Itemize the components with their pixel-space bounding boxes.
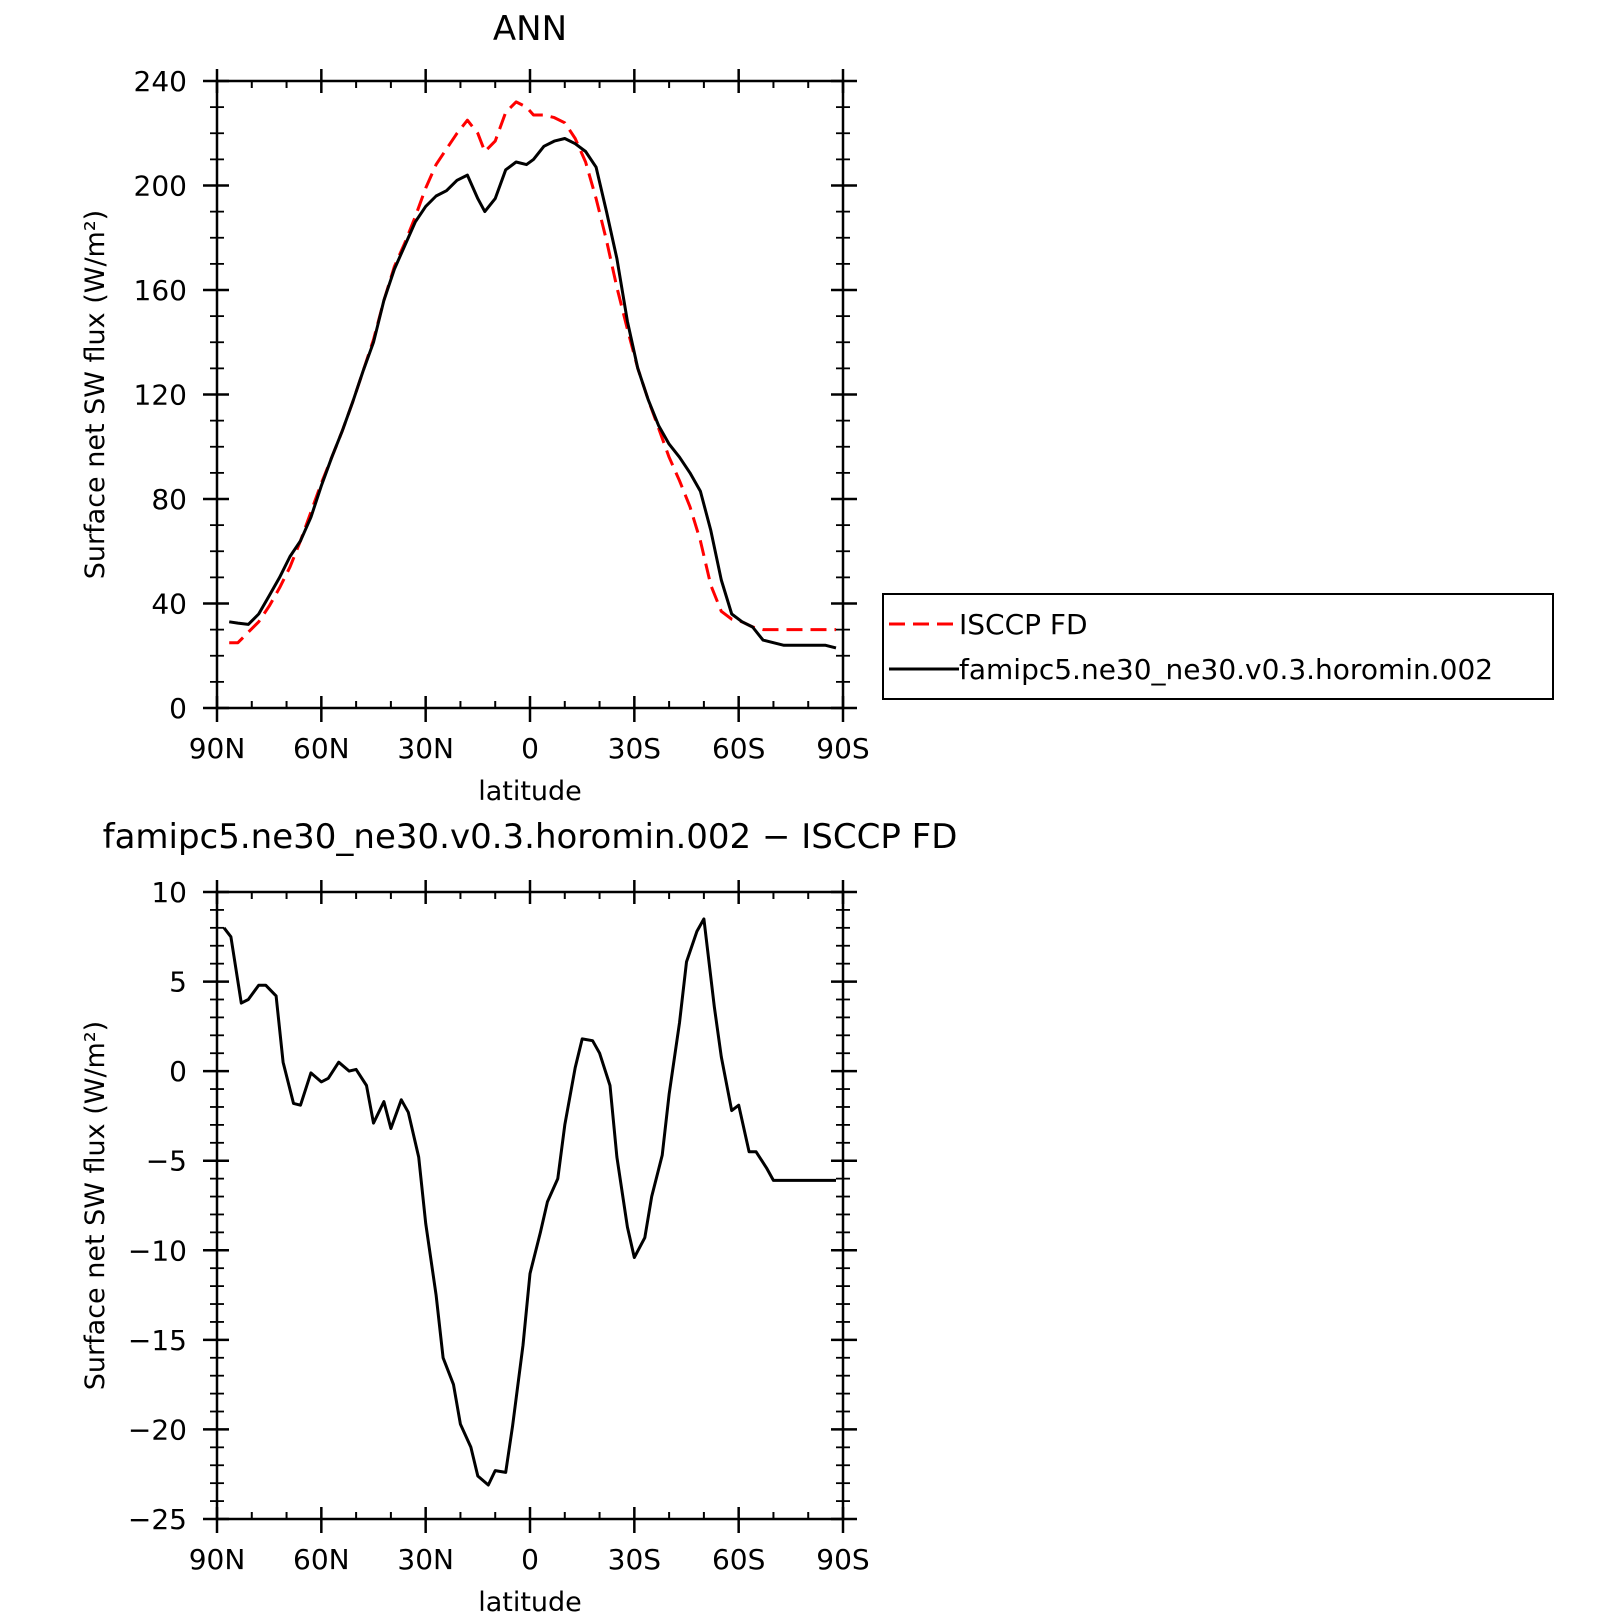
x-tick-label: 60S (712, 732, 765, 765)
series-line-2 (228, 137, 837, 650)
y-axis-label: Surface net SW flux (W/m²) (80, 210, 111, 579)
chart-panel-1 (203, 69, 857, 722)
y-tick-label: 160 (134, 274, 187, 307)
plot-frame (215, 79, 845, 710)
y-tick-label: −25 (128, 1503, 187, 1536)
y-tick-label: −15 (128, 1324, 187, 1357)
x-tick-label: 90N (189, 1543, 246, 1576)
x-tick-label: 0 (521, 1543, 539, 1576)
x-tick-label: 60N (293, 1543, 350, 1576)
x-tick-label: 30N (397, 732, 454, 765)
x-tick-label: 90S (816, 1543, 869, 1576)
x-tick-label: 30S (608, 732, 661, 765)
y-tick-label: 10 (151, 876, 187, 909)
chart-title: ANN (493, 9, 567, 49)
x-axis-label: latitude (478, 1587, 582, 1618)
x-tick-label: 60N (293, 732, 350, 765)
x-axis-label: latitude (478, 776, 582, 807)
x-tick-label: 60S (712, 1543, 765, 1576)
y-tick-label: −10 (128, 1234, 187, 1267)
y-tick-label: 0 (169, 1055, 187, 1088)
plot-frame (215, 890, 845, 1521)
series-line-1 (222, 917, 836, 1487)
legend-label: famipc5.ne30_ne30.v0.3.horomin.002 (959, 653, 1493, 686)
series-line-1 (229, 100, 836, 645)
x-tick-label: 30N (397, 1543, 454, 1576)
y-tick-label: 0 (169, 692, 187, 725)
y-tick-label: −5 (146, 1145, 187, 1178)
y-tick-label: 240 (134, 65, 187, 98)
x-tick-label: 90N (189, 732, 246, 765)
y-tick-label: −20 (128, 1413, 187, 1446)
legend-label: ISCCP FD (959, 608, 1088, 641)
legend-box (882, 593, 1554, 700)
x-tick-label: 30S (608, 1543, 661, 1576)
y-tick-label: 120 (134, 379, 187, 412)
y-tick-label: 5 (169, 966, 187, 999)
x-tick-label: 90S (816, 732, 869, 765)
y-tick-label: 40 (151, 588, 187, 621)
legend: ISCCP FD famipc5.ne30_ne30.v0.3.horomin.0… (882, 593, 1554, 700)
y-tick-label: 200 (134, 170, 187, 203)
chart-title: famipc5.ne30_ne30.v0.3.horomin.002 − ISC… (103, 817, 958, 857)
x-tick-label: 0 (521, 732, 539, 765)
chart-panel-2 (203, 880, 857, 1533)
y-tick-label: 80 (151, 483, 187, 516)
y-axis-label: Surface net SW flux (W/m²) (80, 1021, 111, 1390)
